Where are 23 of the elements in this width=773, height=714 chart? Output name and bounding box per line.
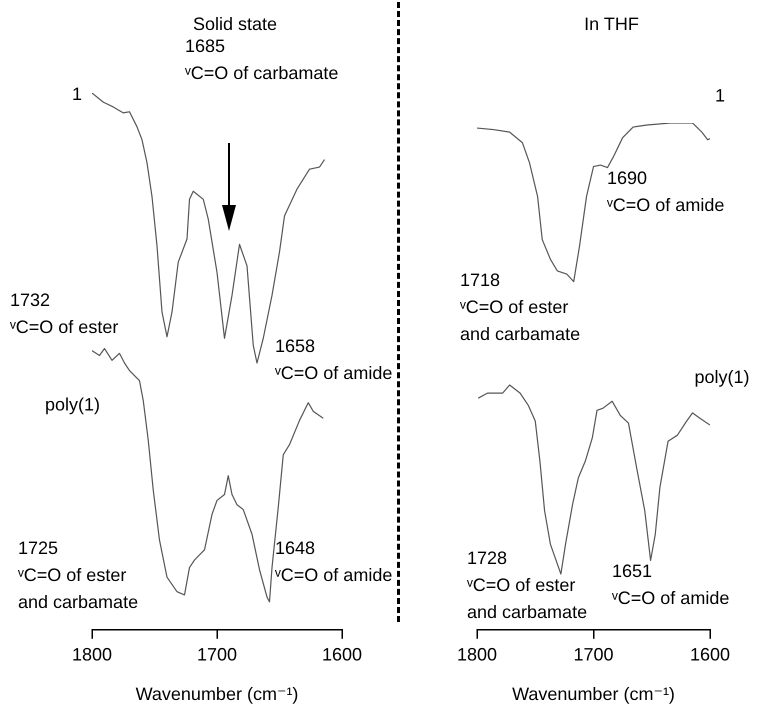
- annotation: 1718 ᵛC=O of ester and carbamate: [459, 270, 580, 344]
- chart-title: In THF: [584, 14, 639, 34]
- x-tick-label: 1600: [322, 644, 362, 665]
- x-tick-label: 1700: [196, 644, 238, 665]
- x-tick-label: 1700: [573, 644, 614, 665]
- text: 1685 ᵛC=O of carbamate: [184, 36, 338, 83]
- series-label: 1: [72, 84, 82, 104]
- series-label: 1: [714, 86, 726, 106]
- annotation: 1658 ᵛC=O of amide: [274, 336, 392, 383]
- annotation: 1690 ᵛC=O of amide: [606, 168, 724, 215]
- x-tick-label: 1800: [72, 644, 112, 665]
- annotation: 1728 ᵛC=O of ester and carbamate: [466, 548, 588, 622]
- x-axis-title: Wavenumber (cm⁻¹): [136, 684, 298, 704]
- annotation: 1732 ᵛC=O of ester: [9, 290, 118, 337]
- x-tick-label: 1600: [690, 644, 730, 665]
- chart-title: Solid state: [192, 14, 278, 34]
- annotation: 1648 ᵛC=O of amide: [274, 538, 392, 585]
- series-label: poly(1): [694, 367, 750, 388]
- x-tick-label: 1800: [456, 644, 498, 665]
- annotation: 1725 ᵛC=O of ester and carbamate: [17, 538, 138, 612]
- annotation: 1651 ᵛC=O of amide: [611, 560, 730, 608]
- x-axis-title: Wavenumber (cm⁻¹): [512, 684, 675, 704]
- text: poly(1): [44, 394, 100, 415]
